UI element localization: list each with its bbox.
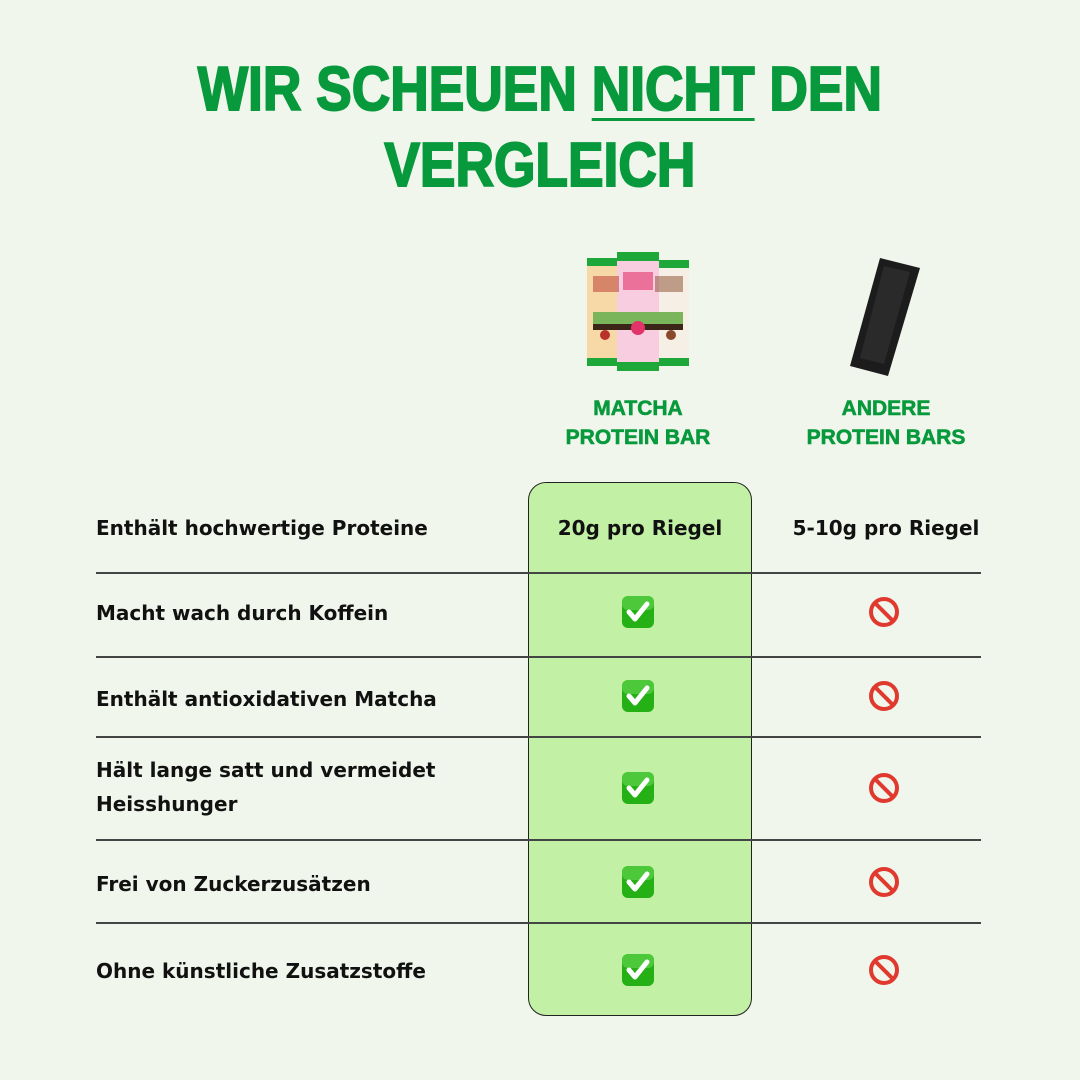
headline-part: WIR SCHEUEN bbox=[197, 54, 592, 125]
column-header-line: PROTEIN BARS bbox=[806, 426, 966, 450]
others-protein-value: 5-10g pro Riegel bbox=[792, 516, 980, 540]
prohibited-icon bbox=[867, 595, 901, 629]
column-header-matcha: MATCHA PROTEIN BAR bbox=[508, 394, 768, 452]
row-divider bbox=[96, 656, 981, 658]
check-icon bbox=[621, 771, 655, 805]
prohibited-icon bbox=[867, 953, 901, 987]
headline-part: DEN bbox=[754, 54, 883, 125]
prohibited-icon bbox=[867, 865, 901, 899]
row-label: Frei von Zuckerzusätzen bbox=[96, 872, 371, 896]
column-header-line: MATCHA bbox=[593, 397, 683, 421]
column-header-others: ANDERE PROTEIN BARS bbox=[756, 394, 1016, 452]
prohibited-icon bbox=[867, 771, 901, 805]
row-label: Ohne künstliche Zusatzstoffe bbox=[96, 959, 426, 983]
headline: WIR SCHEUEN NICHT DEN VERGLEICH bbox=[0, 52, 1080, 204]
other-bar-image bbox=[850, 258, 920, 376]
column-header-line: PROTEIN BAR bbox=[565, 426, 711, 450]
matcha-protein-value: 20g pro Riegel bbox=[557, 516, 723, 540]
row-label-line: Hält lange satt und vermeidet bbox=[96, 758, 436, 782]
check-icon bbox=[621, 865, 655, 899]
row-divider bbox=[96, 839, 981, 841]
check-icon bbox=[621, 679, 655, 713]
matcha-bars-image bbox=[587, 252, 689, 371]
prohibited-icon bbox=[867, 679, 901, 713]
highlight-column bbox=[528, 482, 752, 1016]
check-icon bbox=[621, 595, 655, 629]
row-label: Enthält antioxidativen Matcha bbox=[96, 687, 437, 711]
row-label: Hält lange satt und vermeidet Heisshunge… bbox=[96, 753, 435, 821]
headline-line2: VERGLEICH bbox=[384, 130, 697, 201]
row-label: Macht wach durch Koffein bbox=[96, 601, 389, 625]
row-label: Enthält hochwertige Proteine bbox=[96, 516, 428, 540]
column-header-line: ANDERE bbox=[841, 397, 931, 421]
row-label-line: Heisshunger bbox=[96, 792, 238, 816]
row-divider bbox=[96, 572, 981, 574]
check-icon bbox=[621, 953, 655, 987]
row-divider bbox=[96, 736, 981, 738]
headline-emphasis: NICHT bbox=[591, 54, 756, 125]
row-divider bbox=[96, 922, 981, 924]
